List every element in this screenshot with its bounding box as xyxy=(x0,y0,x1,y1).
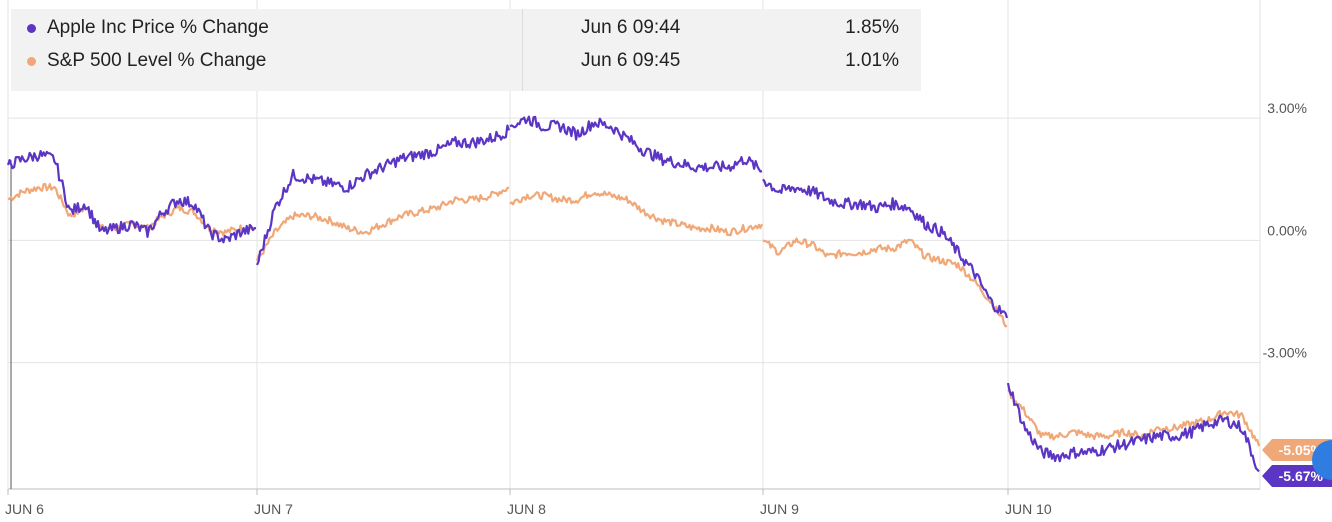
x-tick-label: JUN 8 xyxy=(507,501,546,517)
x-tick-label: JUN 7 xyxy=(254,501,293,517)
legend-row-sp500[interactable]: S&P 500 Level % Change Jun 6 09:45 1.01% xyxy=(11,47,921,77)
last-value-badge xyxy=(1262,465,1332,487)
last-value-label: -5.67% xyxy=(1279,468,1324,484)
legend-value: 1.85% xyxy=(845,17,899,38)
legend-timestamp: Jun 6 09:44 xyxy=(581,17,681,38)
last-value-badges: -5.67% -5.05% xyxy=(1262,439,1332,487)
x-axis xyxy=(7,160,1260,495)
apple-series-line xyxy=(6,115,1260,473)
y-tick-label: -3.00% xyxy=(1263,345,1307,361)
sp500-series-dot-icon xyxy=(27,57,36,66)
legend-series-name: Apple Inc Price % Change xyxy=(47,17,269,38)
legend-row-apple[interactable]: Apple Inc Price % Change Jun 6 09:44 1.8… xyxy=(11,14,921,44)
x-axis-labels: JUN 6 JUN 7 JUN 8 JUN 9 JUN 10 xyxy=(5,501,1052,517)
x-tick-label: JUN 9 xyxy=(760,501,799,517)
y-tick-label: 0.00% xyxy=(1267,222,1307,238)
legend: Apple Inc Price % Change Jun 6 09:44 1.8… xyxy=(11,9,921,91)
y-tick-label: 3.00% xyxy=(1267,100,1307,116)
legend-timestamp: Jun 6 09:45 xyxy=(581,50,681,71)
x-tick-label: JUN 10 xyxy=(1005,501,1052,517)
legend-value: 1.01% xyxy=(845,50,899,71)
x-tick-label: JUN 6 xyxy=(5,501,44,517)
sp500-series-line xyxy=(7,182,1261,447)
legend-divider xyxy=(522,9,523,91)
last-value-label: -5.05% xyxy=(1279,442,1324,458)
apple-series-dot-icon xyxy=(27,24,36,33)
legend-series-name: S&P 500 Level % Change xyxy=(47,50,267,71)
scroll-handle-icon xyxy=(1312,440,1332,480)
y-axis-labels: 3.00% 0.00% -3.00% xyxy=(1263,100,1307,361)
series-lines xyxy=(6,115,1261,473)
